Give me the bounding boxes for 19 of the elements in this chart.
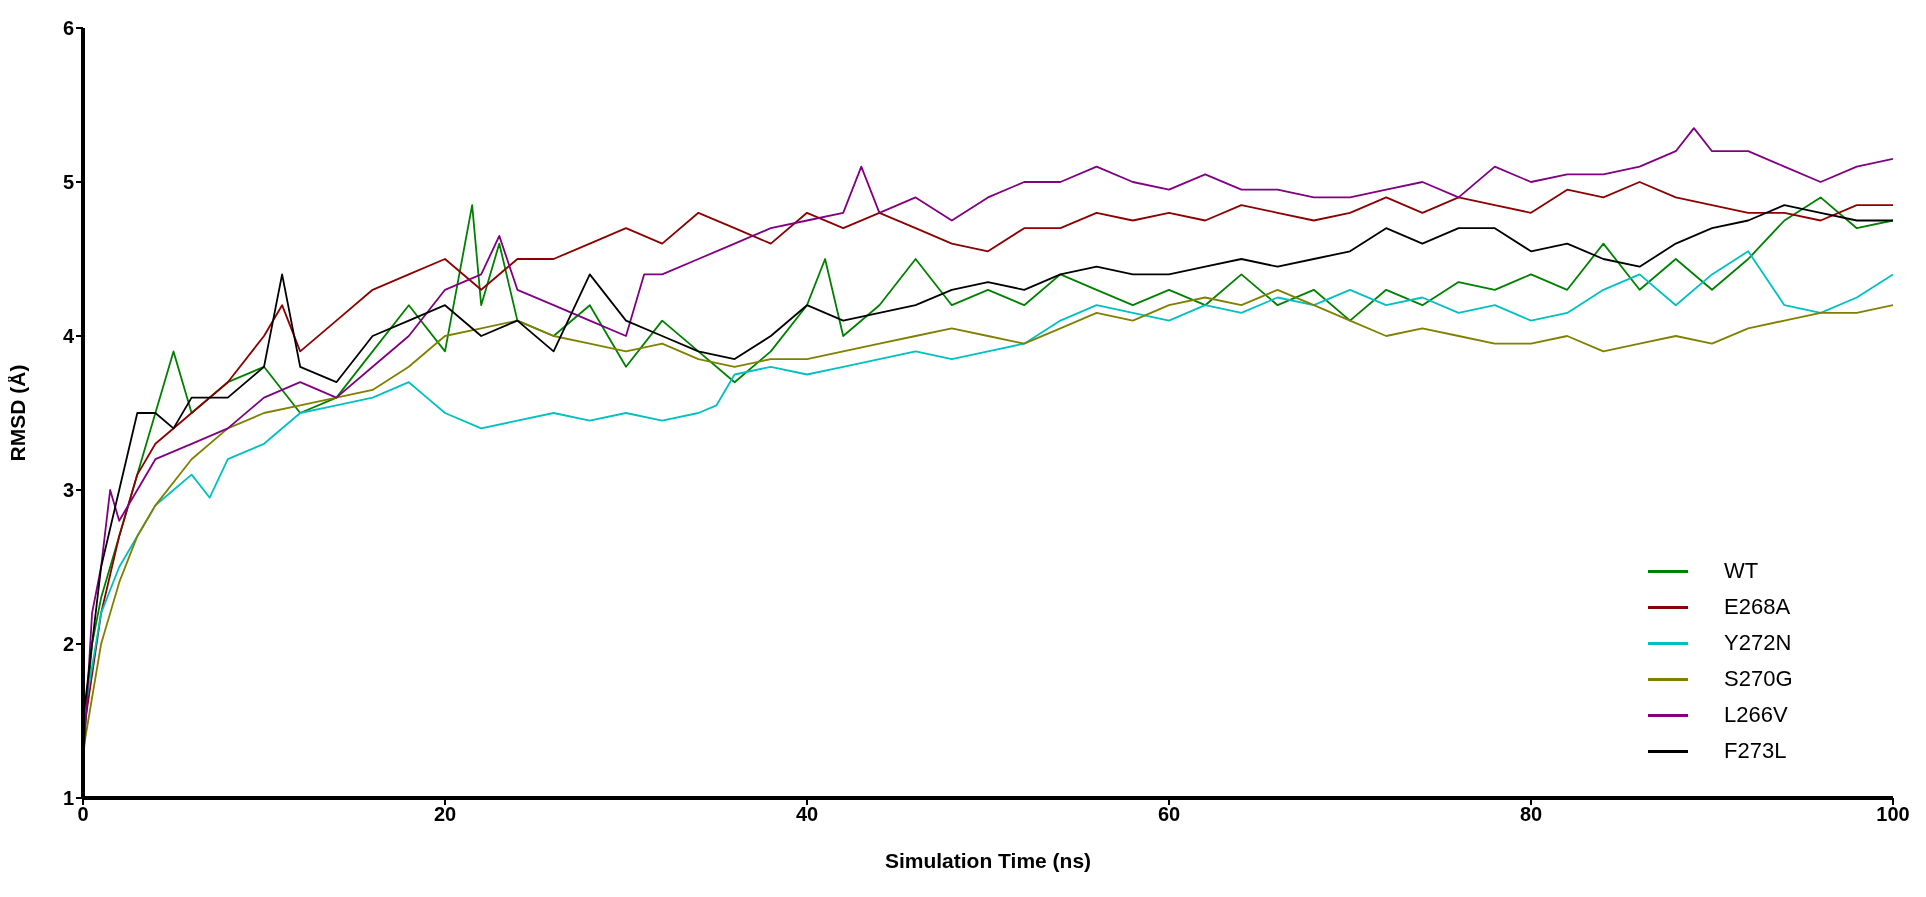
x-tick-label: 100	[1876, 803, 1910, 826]
x-tick-label: 0	[77, 803, 89, 826]
x-tick-label: 60	[1157, 803, 1181, 826]
y-tick-label: 3	[62, 479, 74, 502]
y-tick-label: 5	[62, 171, 74, 194]
y-tick-label: 2	[62, 633, 74, 656]
y-tick-label: 4	[62, 325, 75, 348]
legend-label: Y272N	[1724, 630, 1792, 656]
legend-label: WT	[1724, 558, 1759, 584]
x-tick-label: 40	[795, 803, 819, 826]
y-tick-label: 1	[62, 787, 74, 810]
legend-label: S270G	[1724, 666, 1793, 692]
x-tick-label: 20	[433, 803, 457, 826]
legend-label: F273L	[1724, 738, 1787, 764]
legend-label: L266V	[1724, 702, 1788, 728]
x-axis-title: Simulation Time (ns)	[884, 849, 1092, 872]
y-tick-label: 6	[62, 17, 74, 40]
legend-label: E268A	[1724, 594, 1791, 620]
x-tick-label: 80	[1519, 803, 1543, 826]
